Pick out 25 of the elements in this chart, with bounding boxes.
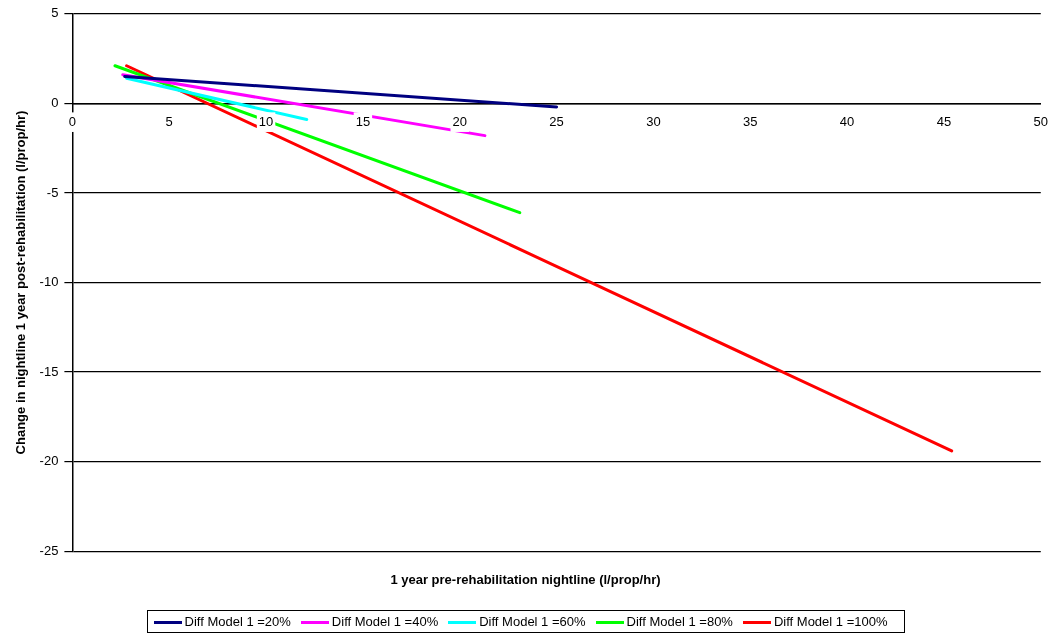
y-axis-title: Change in nightline 1 year post-rehabilitation (l/prop/hr): [13, 110, 29, 455]
legend-label: Diff Model 1 =20%: [183, 614, 291, 629]
x-tick-label: 0: [68, 113, 77, 129]
x-tick-label: 50: [1033, 113, 1048, 129]
y-tick-label: -10: [39, 274, 59, 290]
legend-label: Diff Model 1 =80%: [625, 614, 733, 629]
x-tick-label: 5: [165, 113, 173, 129]
y-tick-label: -25: [39, 542, 59, 558]
y-tick-label: -15: [39, 363, 59, 379]
legend-label: Diff Model 1 =40%: [330, 614, 439, 629]
x-tick-label: 35: [743, 113, 758, 129]
x-tick-label: 20: [452, 113, 467, 129]
x-axis-title: 1 year pre-rehabilitation nightline (l/prop/hr): [389, 572, 662, 587]
x-tick-label: 10: [258, 113, 274, 129]
x-tick-label: 15: [355, 113, 371, 129]
x-tick-label: 25: [549, 113, 564, 129]
y-tick-label: 0: [51, 94, 59, 110]
y-tick-label: -20: [39, 453, 59, 469]
legend-label: Diff Model 1 =60%: [478, 614, 586, 629]
x-tick-label: 30: [646, 113, 661, 129]
y-tick-label: -5: [46, 184, 59, 200]
legend-label: Diff Model 1 =100%: [772, 614, 888, 629]
x-tick-label: 40: [839, 113, 855, 129]
x-tick-label: 45: [936, 113, 952, 129]
y-tick-label: 5: [51, 5, 59, 21]
